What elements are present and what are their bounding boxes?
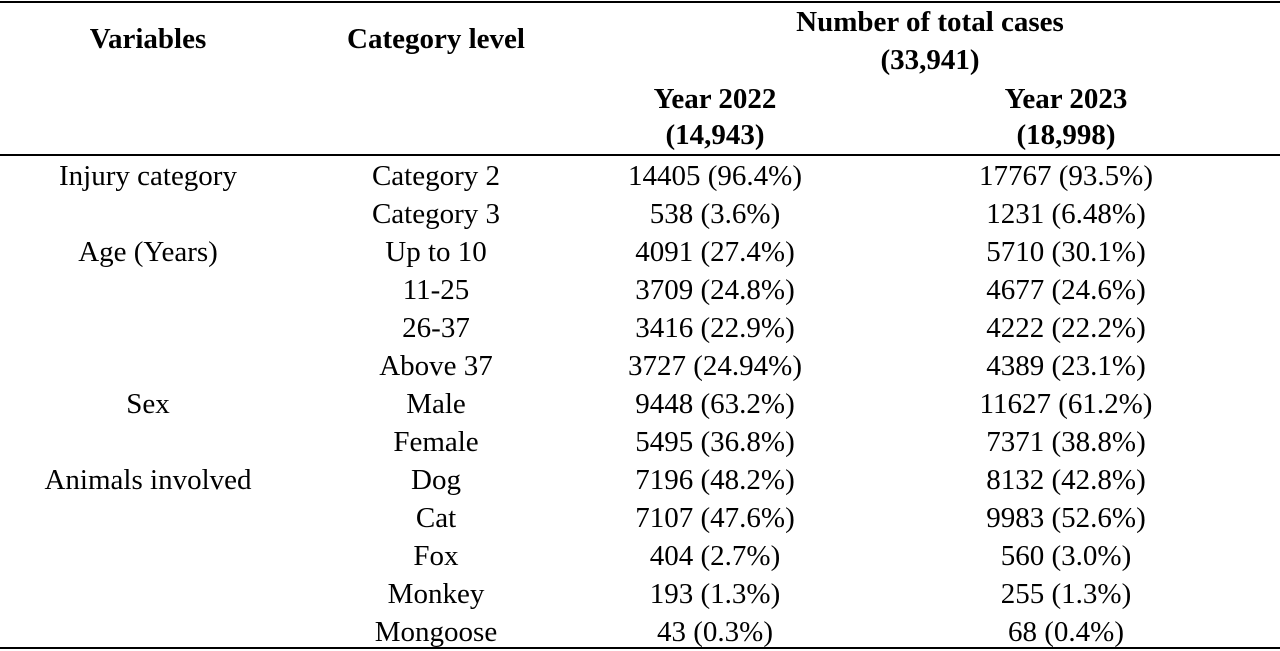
cell-variable: Animals involved [44, 464, 252, 496]
cell-category: Dog [411, 464, 461, 496]
table-row: Cat 7107 (47.6%) 9983 (52.6%) [0, 499, 1280, 537]
cell-year-2022: 3416 (22.9%) [635, 312, 795, 344]
cell-category: Up to 10 [385, 236, 487, 268]
cell-variable: Age (Years) [78, 236, 218, 268]
cell-year-2022: 5495 (36.8%) [635, 426, 795, 458]
header-category-level: Category level [347, 23, 525, 55]
cell-category: Cat [415, 502, 457, 534]
header-variables: Variables [89, 23, 207, 55]
table-row: Monkey 193 (1.3%) 255 (1.3%) [0, 575, 1280, 613]
cell-category: Monkey [387, 578, 485, 610]
cell-year-2022: 3727 (24.94%) [628, 350, 802, 382]
cell-category: Fox [413, 540, 459, 572]
cell-year-2022: 7196 (48.2%) [635, 464, 795, 496]
table-body: Injury category Category 2 14405 (96.4%) 17… [0, 157, 1280, 651]
cell-year-2023: 560 (3.0%) [1000, 540, 1132, 572]
cell-year-2023: 1231 (6.48%) [986, 198, 1146, 230]
cell-year-2022: 3709 (24.8%) [635, 274, 795, 306]
table-row: 11-25 3709 (24.8%) 4677 (24.6%) [0, 271, 1280, 309]
table-row: Mongoose 43 (0.3%) 68 (0.4%) [0, 613, 1280, 651]
cell-year-2022: 4091 (27.4%) [635, 236, 795, 268]
table-row: 26-37 3416 (22.9%) 4222 (22.2%) [0, 309, 1280, 347]
cell-year-2023: 4389 (23.1%) [986, 350, 1146, 382]
header-year-2023-count: (18,998) [1016, 119, 1116, 151]
table-row: Fox 404 (2.7%) 560 (3.0%) [0, 537, 1280, 575]
cell-year-2023: 4677 (24.6%) [986, 274, 1146, 306]
cell-year-2023: 255 (1.3%) [1000, 578, 1132, 610]
cell-variable: Sex [126, 388, 170, 420]
cell-year-2023: 4222 (22.2%) [986, 312, 1146, 344]
header-year-2022: Year 2022 [653, 83, 777, 115]
cell-category: Category 3 [371, 198, 501, 230]
cell-year-2022: 538 (3.6%) [649, 198, 781, 230]
cell-year-2023: 17767 (93.5%) [979, 160, 1153, 192]
cell-category: Female [393, 426, 479, 458]
cell-category: 26-37 [402, 312, 470, 344]
cell-category: Male [406, 388, 466, 420]
cell-year-2022: 404 (2.7%) [649, 540, 781, 572]
cell-year-2023: 9983 (52.6%) [986, 502, 1146, 534]
table-row: Age (Years) Up to 10 4091 (27.4%) 5710 (30.… [0, 233, 1280, 271]
cell-category: Category 2 [371, 160, 501, 192]
cell-year-2023: 5710 (30.1%) [986, 236, 1146, 268]
cell-year-2022: 9448 (63.2%) [635, 388, 795, 420]
table-row: Above 37 3727 (24.94%) 4389 (23.1%) [0, 347, 1280, 385]
table-top-rule [0, 1, 1280, 3]
table-header-rule [0, 154, 1280, 156]
cell-year-2023: 68 (0.4%) [1008, 616, 1124, 648]
cell-category: Above 37 [379, 350, 493, 382]
table-row: Female 5495 (36.8%) 7371 (38.8%) [0, 423, 1280, 461]
header-year-2023: Year 2023 [1004, 83, 1128, 115]
cell-year-2022: 7107 (47.6%) [635, 502, 795, 534]
table-row: Category 3 538 (3.6%) 1231 (6.48%) [0, 195, 1280, 233]
header-year-2022-count: (14,943) [665, 119, 765, 151]
table-row: Sex Male 9448 (63.2%) 11627 (61.2%) [0, 385, 1280, 423]
table-row: Injury category Category 2 14405 (96.4%) 17… [0, 157, 1280, 195]
cell-year-2023: 7371 (38.8%) [986, 426, 1146, 458]
cell-year-2022: 43 (0.3%) [657, 616, 773, 648]
cell-year-2023: 11627 (61.2%) [979, 388, 1153, 420]
table-row: Animals involved Dog 7196 (48.2%) 8132 (42.… [0, 461, 1280, 499]
table-bottom-rule [0, 647, 1280, 649]
header-total-cases-count: (33,941) [880, 44, 980, 76]
cell-year-2022: 14405 (96.4%) [628, 160, 802, 192]
cell-year-2023: 8132 (42.8%) [986, 464, 1146, 496]
cell-category: Mongoose [374, 616, 498, 648]
cell-category: 11-25 [402, 274, 470, 306]
cell-year-2022: 193 (1.3%) [649, 578, 781, 610]
header-total-cases: Number of total cases [796, 6, 1064, 38]
cell-variable: Injury category [59, 160, 237, 192]
